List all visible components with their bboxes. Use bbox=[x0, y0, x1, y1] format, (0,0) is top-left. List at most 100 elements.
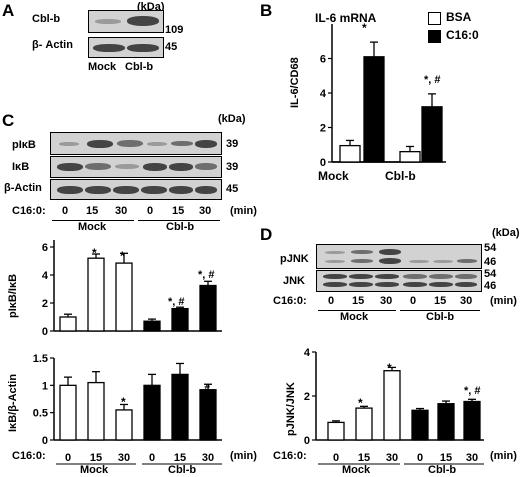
panel-a-row-label-actin: β- Actin bbox=[32, 39, 73, 51]
panel-c-row-label-actin: β-Actin bbox=[4, 182, 42, 194]
panel-d-mw-54b: 54 bbox=[484, 268, 497, 280]
panel-d-blot-pjnk bbox=[316, 244, 482, 269]
panel-d-bar bbox=[383, 370, 401, 441]
panel-d-category-label: 0 bbox=[417, 452, 423, 464]
panel-c-blot-dose: 15 bbox=[86, 205, 99, 217]
panel-b-sig-mock: * bbox=[362, 21, 367, 35]
panel-d-category-label: 30 bbox=[466, 452, 478, 464]
panel-c-top-ytick-label: 0 bbox=[42, 326, 48, 338]
panel-c-bottom-category-label: 30 bbox=[118, 452, 130, 464]
panel-c-mw-45: 45 bbox=[226, 183, 239, 195]
panel-b-cat-mock: Mock bbox=[318, 169, 349, 183]
panel-c-blot-group-cblb: Cbl-b bbox=[166, 221, 195, 233]
panel-c-kda-label: (kDa) bbox=[218, 113, 246, 125]
panel-d-ylabel: pJNK/JNK bbox=[285, 382, 297, 436]
panel-d-category-label: 15 bbox=[358, 452, 370, 464]
panel-d-blot-dose: 0 bbox=[328, 295, 335, 307]
panel-d-sig: * bbox=[387, 361, 392, 375]
panel-c-group-mock: Mock bbox=[80, 464, 109, 476]
panel-d-treat-label: C16:0: bbox=[273, 450, 307, 462]
panel-d-group-mock: Mock bbox=[342, 464, 371, 476]
panel-c-bottom-category-label: 0 bbox=[149, 452, 155, 464]
panel-d-mw-46: 46 bbox=[484, 256, 497, 268]
panel-c-blot-dose: 15 bbox=[172, 205, 185, 217]
panel-c-blot-dose: 0 bbox=[147, 205, 154, 217]
panel-c-top-ytick-label: 2 bbox=[42, 298, 48, 310]
panel-d-bar bbox=[327, 421, 345, 441]
panel-c-top-sig: * bbox=[120, 249, 125, 263]
panel-d-group-cblb: Cbl-b bbox=[428, 464, 457, 476]
panel-a-letter: A bbox=[2, 1, 15, 20]
panel-d-bar bbox=[437, 403, 455, 441]
panel-c-top-ytick-label: 6 bbox=[42, 242, 48, 254]
panel-d-ytick-label: 4 bbox=[304, 347, 311, 359]
legend-swatch-bsa bbox=[428, 12, 441, 25]
panel-a-blot-cblb bbox=[88, 10, 164, 33]
panel-c-top-sig: *, # bbox=[198, 269, 215, 281]
panel-c-blot-group-underline bbox=[138, 220, 220, 221]
panel-c-row-label-pikb: pIκB bbox=[12, 139, 36, 151]
panel-d-blot-treat-label: C16:0: bbox=[273, 295, 307, 307]
panel-d-mw-46b: 46 bbox=[484, 280, 497, 292]
legend-label-c160: C16:0 bbox=[446, 28, 479, 42]
panel-c-unit: (min) bbox=[230, 450, 257, 462]
panel-d-bar bbox=[411, 409, 429, 441]
panel-d-blot-dose: 15 bbox=[352, 295, 365, 307]
panel-d-blot-unit: (min) bbox=[490, 295, 517, 307]
panel-c-mw-39b: 39 bbox=[226, 161, 239, 173]
panel-b-ytick-label: 6 bbox=[320, 54, 326, 66]
panel-d-blot-jnk bbox=[316, 270, 482, 292]
panel-d-row-label-pjnk: pJNK bbox=[280, 253, 309, 265]
legend-swatch-c160 bbox=[428, 30, 441, 43]
panel-d-ytick-label: 0 bbox=[304, 435, 310, 447]
panel-c-bottom-ytick-label: 0 bbox=[42, 435, 48, 447]
panel-d-sig: *, # bbox=[464, 385, 481, 397]
panel-c-mw-39a: 39 bbox=[226, 138, 239, 150]
panel-b-sig-cblb: *, # bbox=[424, 74, 441, 86]
panel-d-blot-dose: 15 bbox=[434, 295, 447, 307]
panel-a-blot-actin bbox=[88, 37, 164, 58]
panel-b-letter: B bbox=[260, 1, 273, 20]
panel-c-bottom-ytick-label: 1 bbox=[42, 380, 48, 392]
panel-d-category-label: 30 bbox=[386, 452, 398, 464]
panel-c-bottom-category-label: 30 bbox=[202, 452, 214, 464]
panel-c-treat-label: C16:0: bbox=[12, 450, 46, 462]
panel-d-row-label-jnk: JNK bbox=[283, 275, 306, 287]
panel-c-bottom-category-label: 15 bbox=[174, 452, 186, 464]
panel-c-blot-group-underline bbox=[52, 220, 134, 221]
panel-a-row-label-cblb: Cbl-b bbox=[32, 13, 61, 25]
panel-d-kda-label: (kDa) bbox=[492, 227, 520, 239]
panel-c-blot-dose: 0 bbox=[62, 205, 69, 217]
panel-c-blot-group-mock: Mock bbox=[78, 221, 107, 233]
panel-c-bottom-ytick-label: 0.5 bbox=[33, 408, 48, 420]
panel-d-letter: D bbox=[260, 225, 273, 244]
panel-c-blot-actin bbox=[50, 179, 222, 200]
panel-c-top-ytick-label: 4 bbox=[42, 270, 49, 282]
panel-c-blot-pikb bbox=[50, 132, 222, 155]
panel-d-ytick-label: 2 bbox=[304, 391, 310, 403]
panel-b-ytick-label: 2 bbox=[320, 123, 326, 135]
panel-a-lane-cblb: Cbl-b bbox=[125, 61, 154, 73]
panel-c-bottom-ytick-label: 1.5 bbox=[33, 353, 48, 365]
panel-c-bottom-category-label: 0 bbox=[65, 452, 71, 464]
panel-c-row-label-ikb: IκB bbox=[12, 161, 30, 173]
panel-d-sig: * bbox=[358, 396, 363, 410]
panel-d-bar bbox=[463, 400, 481, 441]
panel-b-ytick-label: 4 bbox=[320, 88, 327, 100]
panel-d-unit: (min) bbox=[490, 450, 517, 462]
panel-c-blot-treat-label: C16:0: bbox=[12, 205, 46, 217]
panel-a-mw-109: 109 bbox=[165, 24, 184, 36]
panel-c-blot-dose: 30 bbox=[199, 205, 212, 217]
panel-b-title: IL-6 mRNA bbox=[315, 11, 377, 25]
panel-c-letter: C bbox=[2, 111, 15, 130]
panel-d-blot-dose: 30 bbox=[380, 295, 393, 307]
panel-d-blot-dose: 30 bbox=[460, 295, 473, 307]
panel-c-group-cblb: Cbl-b bbox=[168, 464, 197, 476]
panel-d-blot-group-underline bbox=[400, 310, 480, 311]
panel-d-category-label: 0 bbox=[333, 452, 339, 464]
panel-d-blot-group-mock: Mock bbox=[340, 311, 369, 323]
